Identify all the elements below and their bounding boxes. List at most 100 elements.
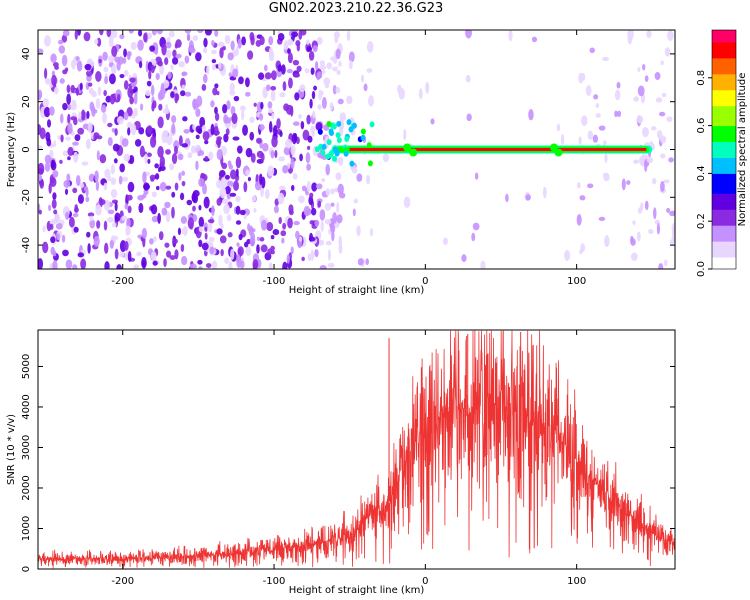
- spectrum-noise-cell: [95, 204, 102, 216]
- spectrum-noise-cell: [308, 50, 315, 61]
- colorbar-step: [712, 165, 736, 170]
- spectrum-noise-cell: [316, 36, 323, 45]
- spectrum-noise-cell: [138, 60, 143, 69]
- spectrum-noise-cell: [145, 60, 149, 73]
- spectrum-noise-cell: [198, 216, 205, 228]
- spectrum-noise-cell: [236, 242, 240, 247]
- colorbar-step: [712, 121, 736, 127]
- spectrum-noise-cell: [356, 225, 361, 237]
- spectrum-noise-cell: [616, 110, 622, 118]
- spectrum-noise-cell: [117, 93, 121, 103]
- spectrum-noise-cell: [505, 193, 509, 203]
- spectrum-noise-cell: [110, 65, 116, 74]
- spectrum-noise-cell: [65, 211, 70, 220]
- spectrum-noise-cell: [249, 131, 255, 141]
- spectrum-noise-cell: [247, 50, 254, 60]
- spectrum-noise-cell: [311, 182, 318, 192]
- spectrum-noise-cell: [75, 87, 79, 96]
- spectrum-noise-cell: [214, 30, 219, 37]
- spectrum-noise-cell: [74, 134, 81, 142]
- spectrum-noise-cell: [122, 57, 127, 64]
- spectrum-noise-cell: [211, 260, 218, 269]
- spectrum-noise-cell: [119, 251, 125, 258]
- spectrum-noise-cell: [203, 47, 208, 54]
- spectrum-noise-cell: [211, 64, 216, 71]
- spectrum-noise-cell: [154, 47, 159, 55]
- spectrum-noise-cell: [279, 131, 283, 138]
- spectrum-noise-cell: [295, 230, 300, 240]
- spectrum-noise-cell: [211, 59, 217, 64]
- spectrum-noise-cell: [152, 236, 157, 242]
- colorbar-step: [712, 77, 736, 83]
- spectrum-noise-cell: [64, 188, 69, 195]
- signal-onset-cell: [348, 126, 354, 133]
- spectrum-noise-cell: [430, 118, 435, 125]
- spectrum-noise-cell: [111, 127, 116, 133]
- spectrum-noise-cell: [192, 205, 196, 212]
- spectrum-noise-cell: [280, 230, 287, 237]
- spectrum-noise-cell: [576, 182, 581, 189]
- spectrum-noise-cell: [242, 124, 248, 136]
- signal-onset-cell: [351, 122, 357, 129]
- spectrum-noise-cell: [259, 35, 265, 46]
- spectrum-noise-cell: [663, 259, 668, 267]
- colorbar-step: [712, 261, 736, 266]
- colorbar-step: [712, 137, 736, 143]
- spectrum-noise-cell: [125, 225, 131, 236]
- colorbar-step: [712, 109, 736, 115]
- spectrum-noise-cell: [146, 125, 153, 134]
- spectrum-noise-cell: [105, 95, 112, 103]
- plot1-y-tick-label: -40: [21, 237, 32, 253]
- spectrum-noise-cell: [368, 95, 375, 107]
- spectrum-noise-cell: [310, 67, 315, 75]
- spectrum-noise-cell: [184, 30, 192, 34]
- spectrum-noise-cell: [221, 162, 228, 170]
- spectrum-noise-cell: [604, 152, 608, 164]
- spectrum-noise-cell: [187, 217, 194, 230]
- colorbar-step: [712, 209, 736, 214]
- spectrum-noise-cell: [274, 149, 278, 158]
- spectrum-noise-cell: [53, 86, 59, 95]
- spectrum-noise-cell: [442, 237, 448, 246]
- spectrum-noise-cell: [137, 30, 143, 37]
- spectrum-noise-cell: [72, 213, 79, 218]
- spectrum-noise-cell: [157, 212, 161, 224]
- spectrum-noise-cell: [181, 255, 188, 266]
- spectrum-noise-cell: [85, 196, 90, 203]
- plot2-x-tick-label: 100: [567, 576, 586, 587]
- spectrum-noise-cell: [143, 182, 150, 191]
- spectrum-noise-cell: [204, 156, 209, 161]
- spectrum-noise-cell: [66, 173, 71, 183]
- spectrum-noise-cell: [229, 82, 235, 92]
- colorbar-step: [712, 41, 736, 47]
- spectrum-noise-cell: [315, 122, 323, 131]
- spectrum-noise-cell: [351, 167, 358, 174]
- spectrum-noise-cell: [230, 40, 235, 51]
- spectrum-noise-cell: [104, 76, 108, 85]
- colorbar-tick-label: 0.2: [696, 213, 707, 229]
- spectrum-noise-cell: [318, 239, 325, 246]
- spectrum-noise-cell: [282, 261, 288, 269]
- spectrum-noise-cell: [253, 102, 257, 107]
- signal-onset-cell: [344, 136, 350, 143]
- spectrum-noise-cell: [642, 64, 646, 71]
- spectrum-noise-cell: [212, 87, 218, 96]
- spectrum-noise-cell: [214, 112, 220, 122]
- spectrum-noise-cell: [626, 180, 631, 185]
- spectrum-noise-cell: [124, 203, 129, 210]
- spectrum-noise-cell: [307, 135, 313, 143]
- spectrum-noise-cell: [157, 145, 164, 158]
- spectrum-noise-cell: [149, 45, 156, 52]
- spectrum-noise-cell: [110, 177, 117, 186]
- spectrum-noise-cell: [55, 222, 63, 230]
- spectrum-noise-cell: [145, 89, 151, 97]
- colorbar-step: [712, 30, 736, 35]
- spectrum-noise-cell: [616, 81, 621, 89]
- colorbar-step: [712, 173, 736, 178]
- spectrum-noise-cell: [66, 84, 71, 93]
- spectrum-noise-cell: [208, 236, 215, 243]
- spectrum-noise-cell: [300, 120, 305, 130]
- colorbar-step: [712, 33, 736, 39]
- colorbar-step: [712, 161, 736, 166]
- spectrum-noise-cell: [480, 260, 486, 269]
